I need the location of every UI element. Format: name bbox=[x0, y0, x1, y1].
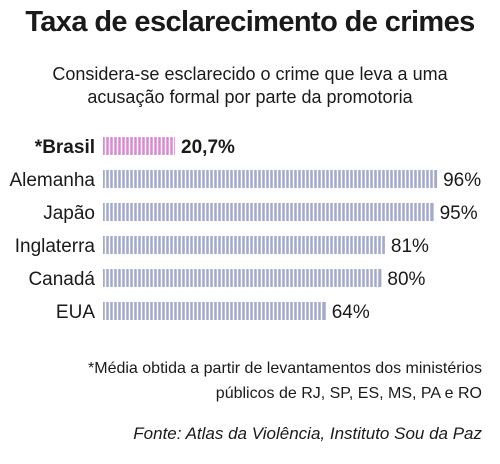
category-label: *Brasil bbox=[35, 137, 95, 158]
bar-stripes bbox=[104, 137, 175, 155]
bar-stripes bbox=[104, 170, 435, 188]
chart-title: Taxa de esclarecimento de crimes bbox=[25, 6, 475, 38]
value-label: 81% bbox=[391, 236, 429, 257]
bar bbox=[103, 302, 326, 320]
bar-row: *Brasil 20,7% bbox=[35, 137, 235, 158]
value-label: 80% bbox=[387, 269, 425, 290]
bar-row: EUA 64% bbox=[56, 302, 370, 323]
category-label: Canadá bbox=[28, 269, 95, 290]
category-label: Japão bbox=[43, 203, 95, 224]
bar-row: Alemanha 96% bbox=[9, 170, 481, 191]
source-credit: Fonte: Atlas da Violência, Instituto Sou… bbox=[133, 424, 482, 443]
category-label: EUA bbox=[56, 302, 95, 323]
bar-row: Japão 95% bbox=[43, 203, 478, 224]
value-label: 64% bbox=[332, 302, 370, 323]
bar-stripes bbox=[104, 203, 431, 221]
value-label: 95% bbox=[440, 203, 478, 224]
bar-stripes bbox=[104, 236, 383, 254]
footnote: *Média obtida a partir de levantamentos … bbox=[88, 360, 482, 402]
bar-row: Inglaterra 81% bbox=[15, 236, 429, 257]
bar-stripes bbox=[104, 302, 323, 320]
category-label: Inglaterra bbox=[15, 236, 96, 257]
value-label: 96% bbox=[443, 170, 481, 191]
chart-subtitle: Considera-se esclarecido o crime que lev… bbox=[52, 64, 448, 107]
category-label: Alemanha bbox=[9, 170, 95, 191]
value-label: 20,7% bbox=[181, 137, 235, 158]
bar bbox=[103, 203, 434, 221]
bar-row: Canadá 80% bbox=[28, 269, 426, 290]
bar-stripes bbox=[104, 269, 379, 287]
